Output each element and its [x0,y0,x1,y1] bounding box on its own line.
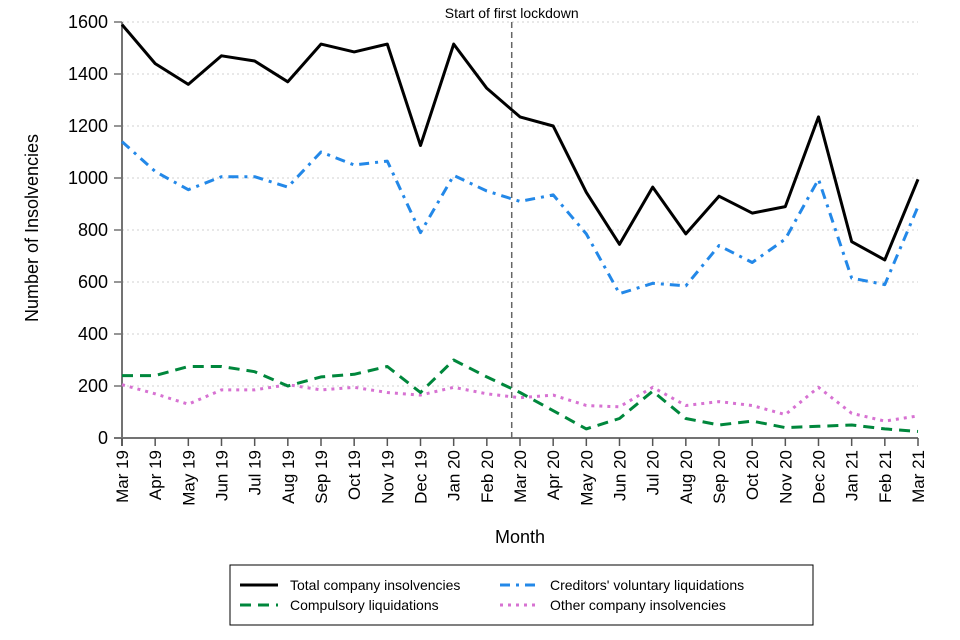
y-tick-label: 600 [78,272,108,292]
x-axis-label: Month [495,527,545,547]
x-tick-label: Sep 20 [710,450,729,504]
y-tick-label: 200 [78,376,108,396]
legend-box [229,564,814,626]
x-tick-label: Jul 19 [246,450,265,495]
x-tick-label: May 19 [179,450,198,506]
x-tick-label: Nov 20 [776,450,795,504]
legend-label: Compulsory liquidations [290,597,439,613]
y-tick-label: 1600 [68,12,108,32]
y-tick-label: 400 [78,324,108,344]
x-tick-label: Mar 20 [511,450,530,503]
x-tick-label: Apr 20 [544,450,563,500]
gridlines [122,21,918,387]
y-tick-label: 1200 [68,116,108,136]
x-tick-label: Aug 19 [279,450,298,504]
lockdown-annotation: Start of first lockdown [445,5,579,438]
series-line-total-company-insolvencies [120,23,920,262]
x-tick-label: May 20 [577,450,596,506]
series-line-compulsory-liquidations [122,358,919,433]
y-axis-label: Number of Insolvencies [22,134,42,322]
y-tick-label: 1400 [68,64,108,84]
y-tick-label: 0 [98,428,108,448]
x-tick-label: Feb 20 [478,450,497,503]
series-lines [120,23,920,433]
y-tick-label: 1000 [68,168,108,188]
x-tick-label: Sep 19 [312,450,331,504]
x-tick-label: Apr 19 [146,450,165,500]
x-axis: Mar 19 Apr 19 May 19 Jun 19 Jul 19 Aug 19 Sep … [113,437,928,506]
x-tick-label: Jul 20 [644,450,663,495]
x-tick-label: Oct 19 [345,450,364,500]
x-tick-label: Dec 19 [412,450,431,504]
x-tick-label: Mar 21 [909,450,928,503]
y-axis: 0 200 400 600 800 1000 1200 1400 1600 [68,12,123,448]
legend-label: Total company insolvencies [290,577,460,593]
legend-label: Creditors' voluntary liquidations [550,577,744,593]
legend-label: Other company insolvencies [550,597,726,613]
series-line-creditors-voluntary-liquidations [120,140,920,296]
x-tick-label: Jun 20 [611,450,630,501]
legend: Total company insolvencies Compulsory liq… [229,564,814,626]
x-tick-label: Mar 19 [113,450,132,503]
x-tick-label: Jun 19 [213,450,232,501]
x-tick-label: Jan 20 [445,450,464,501]
series-line-other-company-insolvencies [121,383,919,423]
y-tick-label: 800 [78,220,108,240]
x-tick-label: Nov 19 [378,450,397,504]
lockdown-label: Start of first lockdown [445,5,579,21]
x-tick-label: Aug 20 [677,450,696,504]
x-tick-label: Oct 20 [743,450,762,500]
x-tick-label: Dec 20 [810,450,829,504]
x-tick-label: Jan 21 [843,450,862,501]
x-tick-label: Feb 21 [876,450,895,503]
